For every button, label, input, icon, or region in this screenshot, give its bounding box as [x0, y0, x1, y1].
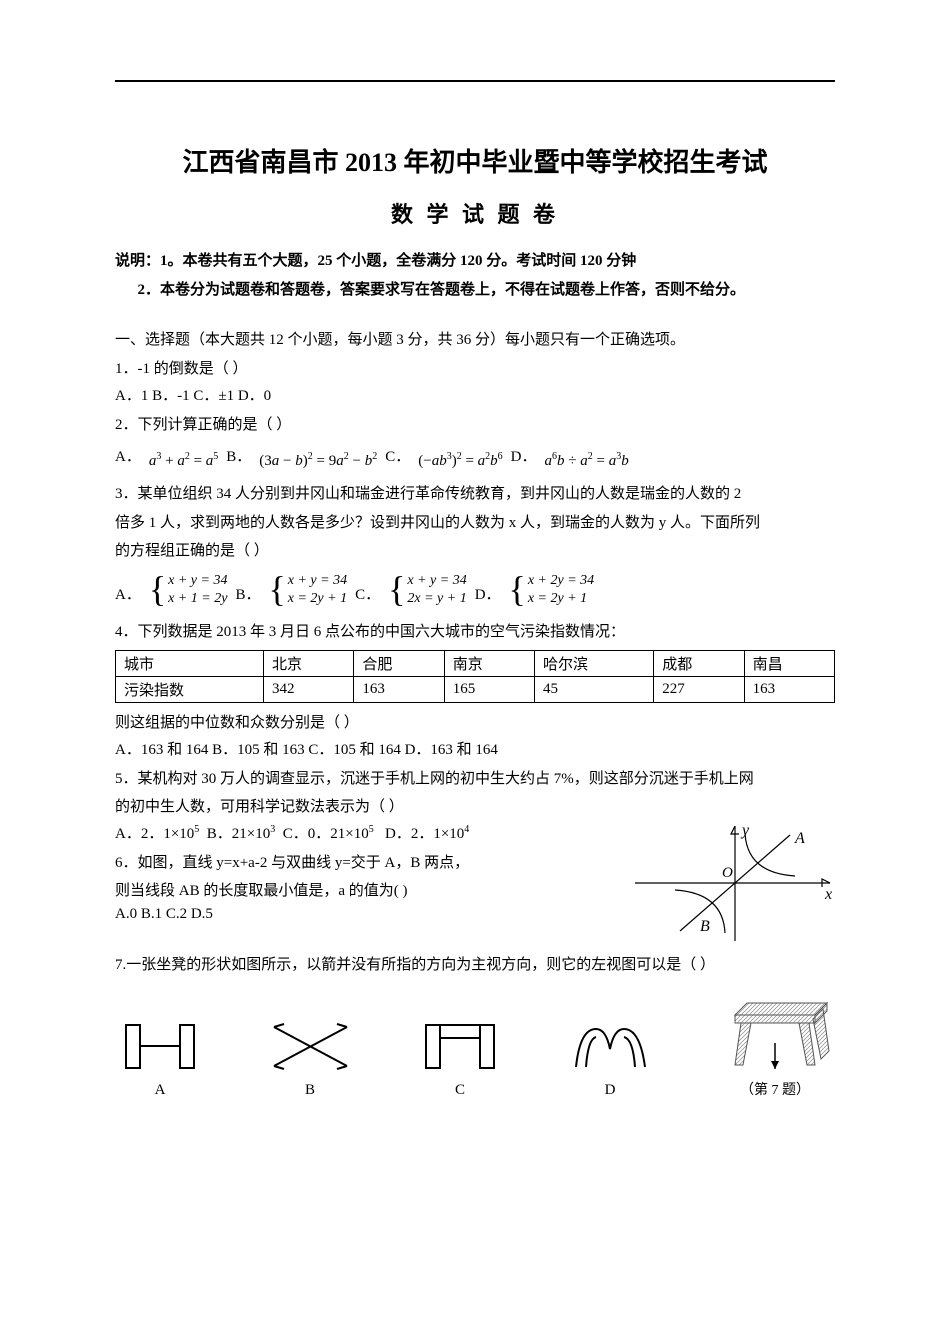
cell: 163	[354, 677, 444, 703]
cell: 成都	[654, 651, 744, 677]
table-row: 城市 北京 合肥 南京 哈尔滨 成都 南昌	[116, 651, 835, 677]
brace-icon: {	[509, 573, 526, 605]
q6-block: 6．如图，直线 y=x+a-2 与双曲线 y=交于 A，B 两点， 则当线段 A…	[115, 849, 835, 923]
instruction-1-label: 1。	[160, 253, 183, 269]
label-A: A	[794, 830, 805, 847]
q3-d-eq2: x = 2y + 1	[528, 590, 594, 608]
q3-a-eq1: x + y = 34	[168, 572, 227, 590]
q3-d-label: D．	[475, 583, 501, 608]
exam-page: 江西省南昌市 2013 年初中毕业暨中等学校招生考试 数 学 试 题 卷 说明：…	[0, 0, 950, 1159]
label-B: B	[700, 918, 710, 935]
exam-title: 江西省南昌市 2013 年初中毕业暨中等学校招生考试	[115, 142, 835, 179]
q4-options: A．163 和 164 B．105 和 163 C．105 和 164 D．16…	[115, 738, 835, 759]
q2-options: A． a3 + a2 = a5 B． (3a − b)2 = 9a2 − b2 …	[115, 445, 835, 470]
q4-subtext: 则这组据的中位数和众数分别是（ ）	[115, 709, 835, 738]
q3-c-eq1: x + y = 34	[407, 572, 466, 590]
q3-d-system: { x + 2y = 34x = 2y + 1	[509, 572, 595, 608]
q2-a-expr: a3 + a2 = a5	[149, 451, 218, 470]
q7-stool-figure: （第 7 题）	[715, 993, 835, 1099]
q3-text-3: 的方程组正确的是（ ）	[115, 537, 835, 566]
q3-text-2: 倍多 1 人，求到两地的人数各是多少？设到井冈山的人数为 x 人，到瑞金的人数为…	[115, 509, 835, 538]
cell: 污染指数	[116, 677, 264, 703]
section-1-title: 一、选择题（本大题共 12 个小题，每小题 3 分，共 36 分）每小题只有一个…	[115, 328, 835, 349]
q3-b-system: { x + y = 34x = 2y + 1	[268, 572, 347, 608]
q7-option-a: A	[115, 1016, 205, 1099]
q3-a-eq2: x + 1 = 2y	[168, 590, 227, 608]
top-rule	[115, 80, 835, 82]
q2-d-expr: a6b ÷ a2 = a3b	[545, 451, 629, 470]
q3-b-eq2: x = 2y + 1	[288, 590, 347, 608]
instructions: 说明：1。本卷共有五个大题，25 个小题，全卷满分 120 分。考试时间 120…	[115, 247, 835, 304]
q3-b-label: B．	[235, 583, 260, 608]
instructions-prefix: 说明：	[115, 253, 160, 269]
cell: 北京	[264, 651, 354, 677]
q7-option-d: D	[565, 1016, 655, 1099]
q7-option-c: C	[415, 1016, 505, 1099]
q2-b-expr: (3a − b)2 = 9a2 − b2	[259, 451, 377, 470]
cell: 合肥	[354, 651, 444, 677]
q7-a-label: A	[115, 1082, 205, 1099]
table-row: 污染指数 342 163 165 45 227 163	[116, 677, 835, 703]
instruction-2-text: 本卷分为试题卷和答题卷，答案要求写在答题卷上，不得在试题卷上作答，否则不给分。	[160, 282, 745, 298]
q2-c-label: C．	[385, 445, 410, 470]
q3-d-eq1: x + 2y = 34	[528, 572, 594, 590]
q4-text: 4．下列数据是 2013 年 3 月日 6 点公布的中国六大城市的空气污染指数情…	[115, 618, 835, 647]
q1-options: A．1 B．-1 C．±1 D．0	[115, 384, 835, 405]
q1-text: 1．-1 的倒数是（ ）	[115, 355, 835, 384]
cell: 南昌	[744, 651, 834, 677]
q3-c-system: { x + y = 342x = y + 1	[388, 572, 467, 608]
q5-text-2: 的初中生人数，可用科学记数法表示为（ ）	[115, 793, 835, 822]
label-O: O	[722, 865, 733, 881]
q3-c-eq2: 2x = y + 1	[407, 590, 466, 608]
q3-options: A． { x + y = 34x + 1 = 2y B． { x + y = 3…	[115, 572, 835, 608]
brace-icon: {	[149, 573, 166, 605]
cell: 城市	[116, 651, 264, 677]
label-y: y	[740, 822, 750, 839]
instruction-2-label: 2．	[138, 282, 161, 298]
q7-text: 7.一张坐凳的形状如图所示，以箭并没有所指的方向为主视方向，则它的左视图可以是（…	[115, 951, 835, 980]
cell: 165	[444, 677, 534, 703]
q6-figure: A B O x y	[625, 821, 845, 951]
q3-a-label: A．	[115, 583, 141, 608]
q7-b-label: B	[265, 1082, 355, 1099]
cell: 哈尔滨	[535, 651, 654, 677]
q5-text-1: 5．某机构对 30 万人的调查显示，沉迷于手机上网的初中生大约占 7%，则这部分…	[115, 765, 835, 794]
q3-text-1: 3．某单位组织 34 人分别到井冈山和瑞金进行革命传统教育，到井冈山的人数是瑞金…	[115, 480, 835, 509]
q2-c-expr: (−ab3)2 = a2b6	[418, 451, 502, 470]
q7-c-label: C	[415, 1082, 505, 1099]
cell: 45	[535, 677, 654, 703]
brace-icon: {	[268, 573, 285, 605]
brace-icon: {	[388, 573, 405, 605]
q2-text: 2．下列计算正确的是（ ）	[115, 411, 835, 440]
instruction-1-text: 本卷共有五个大题，25 个小题，全卷满分 120 分。考试时间 120 分钟	[183, 253, 637, 269]
cell: 342	[264, 677, 354, 703]
label-x: x	[824, 886, 832, 903]
q7-d-label: D	[565, 1082, 655, 1099]
q7-caption: （第 7 题）	[715, 1079, 835, 1099]
exam-subtitle: 数 学 试 题 卷	[115, 197, 835, 229]
q3-b-eq1: x + y = 34	[288, 572, 347, 590]
q3-c-label: C．	[355, 583, 380, 608]
cell: 南京	[444, 651, 534, 677]
q2-b-label: B．	[226, 445, 251, 470]
q3-a-system: { x + y = 34x + 1 = 2y	[149, 572, 228, 608]
q7-figures: A B C	[115, 993, 835, 1099]
q2-d-label: D．	[511, 445, 537, 470]
cell: 227	[654, 677, 744, 703]
q7-option-b: B	[265, 1016, 355, 1099]
q2-a-label: A．	[115, 445, 141, 470]
q4-table: 城市 北京 合肥 南京 哈尔滨 成都 南昌 污染指数 342 163 165 4…	[115, 650, 835, 703]
cell: 163	[744, 677, 834, 703]
